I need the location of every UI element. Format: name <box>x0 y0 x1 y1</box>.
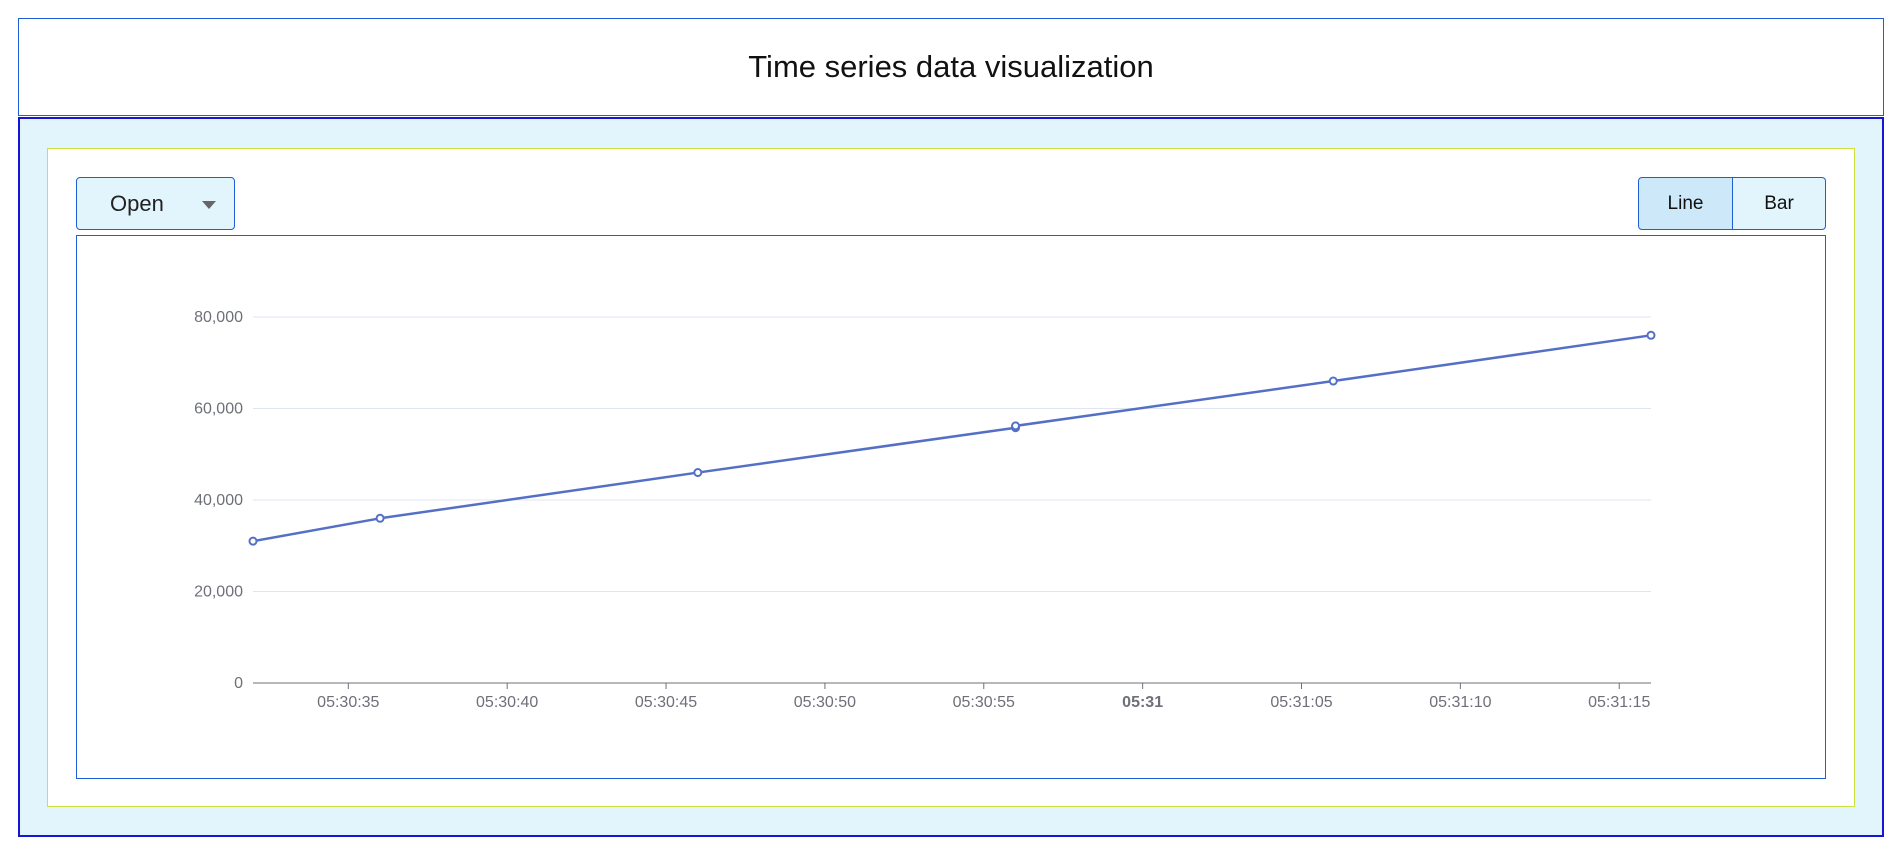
x-tick-label: 05:31:05 <box>1270 694 1332 711</box>
x-tick-label: 05:30:35 <box>317 694 379 711</box>
data-point <box>1646 330 1656 340</box>
y-tick-label: 0 <box>234 675 243 692</box>
bar-chart-button[interactable]: Bar <box>1733 177 1826 230</box>
data-point <box>1328 376 1338 386</box>
page-header: Time series data visualization <box>18 18 1884 116</box>
x-tick-label: 05:31:10 <box>1429 694 1491 711</box>
chevron-down-icon <box>202 201 216 209</box>
data-point <box>248 536 258 546</box>
x-tick-label: 05:30:50 <box>794 694 856 711</box>
page-title: Time series data visualization <box>748 49 1154 84</box>
data-point <box>375 513 385 523</box>
x-tick-label: 05:31 <box>1122 694 1163 711</box>
chart-type-toggle: Line Bar <box>1638 177 1826 230</box>
x-tick-label: 05:30:45 <box>635 694 697 711</box>
x-tick-label: 05:31:15 <box>1588 694 1650 711</box>
series-select-dropdown[interactable]: Open <box>76 177 235 230</box>
y-tick-label: 60,000 <box>194 401 243 418</box>
line-chart: 0 20,000 40,000 60,000 80,000 05:30:35 05:30:4… <box>194 309 1656 711</box>
x-tick-label: 05:30:55 <box>953 694 1015 711</box>
y-tick-label: 20,000 <box>194 584 243 601</box>
data-point <box>693 468 703 478</box>
series-line <box>252 334 1652 543</box>
x-tick-label: 05:30:40 <box>476 694 538 711</box>
chart-area: 0 20,000 40,000 60,000 80,000 05:30:35 05:30:4… <box>76 235 1826 779</box>
series-select-value: Open <box>110 191 164 216</box>
line-chart-button[interactable]: Line <box>1638 177 1733 230</box>
data-point <box>1011 421 1021 431</box>
y-tick-label: 40,000 <box>194 492 243 509</box>
y-tick-label: 80,000 <box>194 309 243 326</box>
